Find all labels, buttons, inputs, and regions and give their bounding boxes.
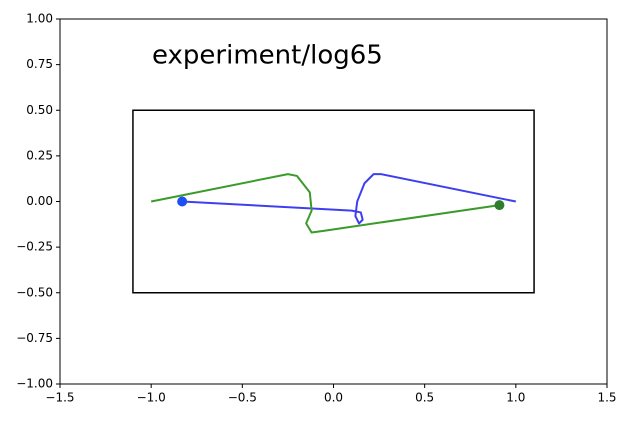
series-marker xyxy=(494,200,505,211)
y-tick-label: −0.50 xyxy=(16,285,53,299)
x-tick-label: −1.0 xyxy=(137,391,166,405)
x-tick-label: 0.5 xyxy=(415,391,434,405)
y-tick-label: 0.00 xyxy=(26,194,53,208)
series-line xyxy=(182,173,517,225)
x-tick-label: 1.5 xyxy=(597,391,616,405)
plot-frame xyxy=(59,18,608,385)
chart-annotation: experiment/log65 xyxy=(152,41,383,71)
y-tick-label: 0.25 xyxy=(26,148,53,162)
y-tick-label: −1.00 xyxy=(16,377,53,391)
series-line xyxy=(150,173,500,234)
x-tick-label: −1.5 xyxy=(45,391,74,405)
y-tick-label: 1.00 xyxy=(26,12,53,26)
rectangle xyxy=(132,109,535,294)
x-tick-label: −0.5 xyxy=(228,391,257,405)
y-tick-label: 0.75 xyxy=(26,57,53,71)
x-tick-label: 1.0 xyxy=(506,391,525,405)
y-tick-label: −0.75 xyxy=(16,331,53,345)
y-tick-label: 0.50 xyxy=(26,103,53,117)
series-marker xyxy=(177,196,188,207)
x-tick-label: 0.0 xyxy=(324,391,343,405)
y-tick-label: −0.25 xyxy=(16,240,53,254)
